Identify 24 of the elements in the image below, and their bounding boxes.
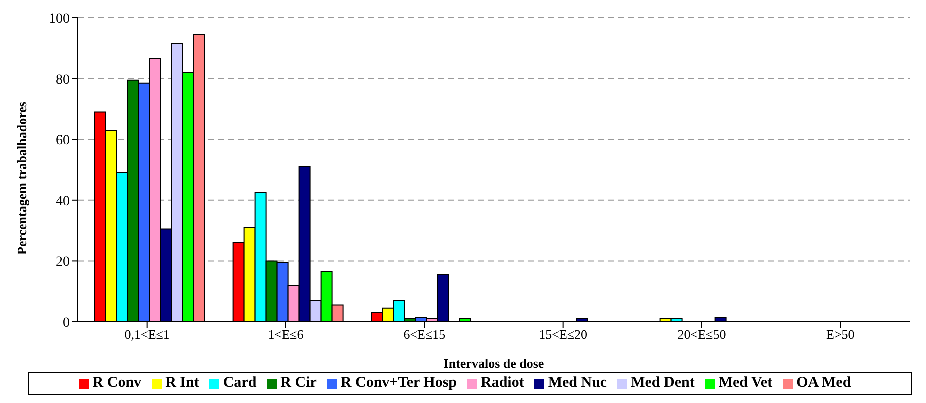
legend-label: Med Nuc	[548, 375, 608, 391]
x-tick-label: 20<E≤50	[678, 327, 726, 342]
legend-label: Radiot	[481, 375, 524, 391]
legend-label: Card	[223, 375, 257, 391]
legend-label: R Conv+Ter Hosp	[340, 375, 457, 391]
y-tick-label: 0	[63, 316, 70, 331]
x-tick-label: 15<E≤20	[539, 327, 588, 342]
y-tick-label: 80	[56, 72, 70, 88]
y-tick-label: 20	[56, 255, 70, 270]
legend-label: Med Dent	[631, 375, 695, 391]
legend-label: R Int	[166, 375, 200, 391]
x-axis-title: Intervalos de dose	[444, 356, 544, 371]
x-tick-label: 0,1<E≤1	[124, 327, 170, 342]
y-tick-label: 40	[56, 194, 70, 210]
x-tick-label: 1<E≤6	[268, 327, 304, 342]
y-axis-title: Percentagem trabalhadores	[14, 102, 30, 255]
x-tick-label: 6<E≤15	[404, 327, 446, 342]
legend-label: R Conv	[92, 375, 142, 391]
legend-label: OA Med	[796, 375, 852, 391]
legend-label: Med Vet	[718, 375, 773, 391]
legend-label: R Cir	[280, 375, 317, 391]
y-tick-label: 100	[49, 12, 70, 27]
y-tick-label: 60	[56, 134, 70, 149]
x-tick-label: E>50	[826, 327, 855, 342]
